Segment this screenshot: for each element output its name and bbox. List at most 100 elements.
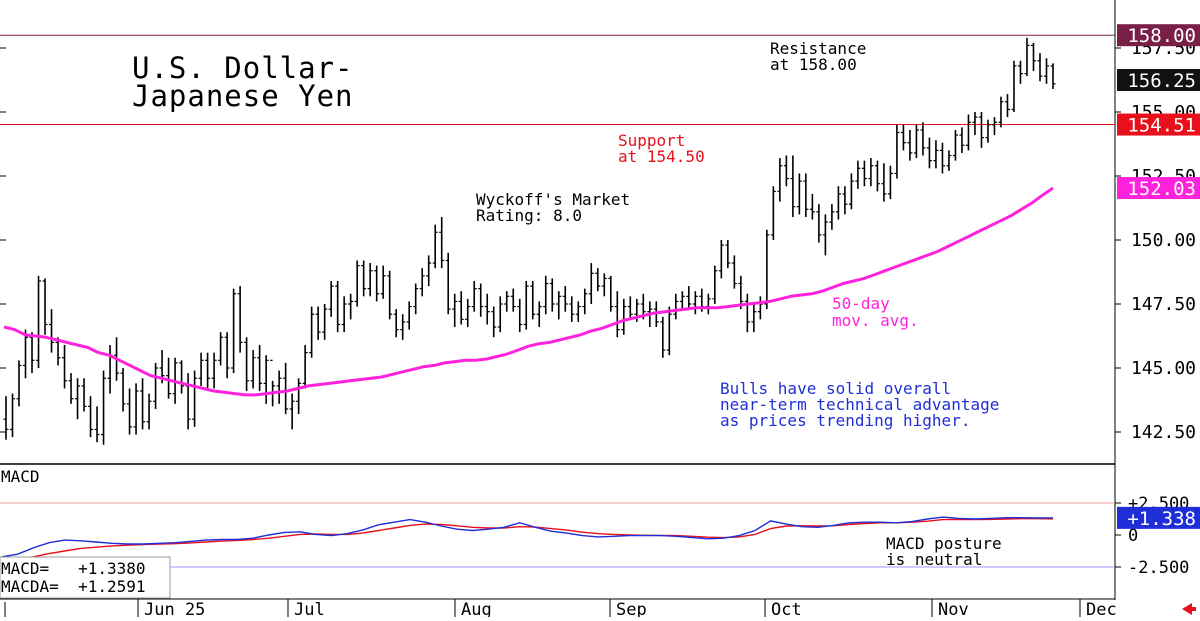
price-bar <box>907 129 913 161</box>
price-bar <box>406 301 412 330</box>
price-bar <box>179 360 185 394</box>
price-bar <box>536 301 542 328</box>
last-price-tag: 156.25 <box>1117 69 1200 92</box>
price-bar <box>452 293 458 328</box>
svg-text:156.25: 156.25 <box>1127 70 1196 92</box>
price-bar <box>1037 53 1043 82</box>
price-bar <box>1024 37 1030 77</box>
price-bar <box>595 268 601 292</box>
price-bar <box>887 165 893 200</box>
price-bar <box>354 260 360 307</box>
price-bar <box>517 298 523 333</box>
price-bar <box>855 160 861 189</box>
price-bar <box>952 129 958 161</box>
chart-title-line2: Japanese Yen <box>132 79 354 113</box>
price-bar <box>361 260 367 297</box>
moving-average-price-tag: 152.03 <box>1117 177 1200 200</box>
month-label: Oct <box>771 600 802 617</box>
price-bar <box>614 291 620 338</box>
price-bar <box>94 406 100 443</box>
price-bar <box>62 344 68 389</box>
price-bar <box>933 140 939 169</box>
price-bar <box>809 193 815 220</box>
price-bar <box>608 275 614 312</box>
moving-average-label-line1: 50-day <box>832 294 890 313</box>
price-bar <box>29 332 35 374</box>
price-bar <box>543 275 549 315</box>
scroll-left-arrow-icon[interactable] <box>1182 603 1192 615</box>
price-bar <box>582 288 588 315</box>
price-bar <box>920 122 926 156</box>
resistance-label-line1: Resistance <box>770 39 866 58</box>
price-bar <box>562 286 568 312</box>
price-bar <box>913 124 919 159</box>
price-bar <box>296 378 302 415</box>
price-bar <box>478 283 484 317</box>
macd-posture-line1: MACD posture <box>886 534 1002 553</box>
price-bar <box>712 265 718 304</box>
price-bar <box>127 388 133 435</box>
support-price-tag: 154.51 <box>1117 113 1200 137</box>
price-bar <box>153 362 159 409</box>
month-label: Jun 25 <box>144 600 205 617</box>
moving-average-label-line2: mov. avg. <box>832 311 919 330</box>
price-bar <box>36 275 42 368</box>
price-bar <box>16 360 22 407</box>
price-bar <box>972 112 978 136</box>
price-bar <box>679 291 685 310</box>
price-bar <box>120 368 126 412</box>
price-bar <box>725 240 731 269</box>
price-bar <box>1017 60 1023 84</box>
svg-text:158.00: 158.00 <box>1127 25 1196 47</box>
price-bar <box>491 306 497 338</box>
price-bar <box>549 278 555 312</box>
bulls-comment-line3: as prices trending higher. <box>720 411 970 430</box>
price-bar <box>575 301 581 322</box>
price-bar <box>900 124 906 151</box>
price-bar <box>283 362 289 415</box>
chart-title-line1: U.S. Dollar- <box>132 51 354 85</box>
moving-average-group <box>3 186 1054 397</box>
price-bar <box>998 96 1004 128</box>
svg-text:152.03: 152.03 <box>1127 178 1196 200</box>
price-bar <box>328 280 334 317</box>
price-bar <box>211 352 217 389</box>
price-bar <box>803 173 809 217</box>
price-bar <box>257 344 263 392</box>
price-bar <box>848 173 854 210</box>
price-bar <box>335 280 341 333</box>
macd-tick-label: -2.500 <box>1128 558 1189 578</box>
bulls-comment-line2: near-term technical advantage <box>720 395 999 414</box>
price-bar <box>556 291 562 320</box>
price-bar <box>49 309 55 353</box>
price-tick-label: 145.00 <box>1131 358 1196 379</box>
price-bar <box>42 278 48 335</box>
price-bar <box>432 224 438 269</box>
price-bar <box>985 119 991 143</box>
price-bar <box>465 298 471 328</box>
price-bar <box>10 393 16 438</box>
price-bar <box>205 352 211 389</box>
price-bar <box>796 173 802 215</box>
price-bar <box>419 268 425 297</box>
month-axis: Jun 25 Jul Aug Sep Oct Nov Dec <box>4 599 1117 620</box>
resistance-label-line2: at 158.00 <box>770 55 857 74</box>
macd-line <box>1 516 1054 558</box>
price-tick-label: 150.00 <box>1131 230 1196 251</box>
price-bar <box>309 306 315 358</box>
resistance-price-tag: 158.00 <box>1117 24 1200 47</box>
price-bar <box>666 306 672 356</box>
macd-readout-box <box>0 556 171 599</box>
price-bar <box>166 357 172 399</box>
price-bar <box>1050 63 1056 89</box>
price-bar <box>146 393 152 430</box>
price-tags: 158.00 156.25 154.51 152.03 +1.338 <box>1117 24 1200 530</box>
price-bar <box>380 265 386 299</box>
price-bar <box>484 293 490 325</box>
macda-line <box>1 518 1054 563</box>
price-bar <box>835 186 841 220</box>
price-bar <box>926 137 932 169</box>
macd-posture-line2: is neutral <box>886 550 982 569</box>
support-label-line2: at 154.50 <box>618 147 705 166</box>
macd-lines <box>1 516 1054 563</box>
